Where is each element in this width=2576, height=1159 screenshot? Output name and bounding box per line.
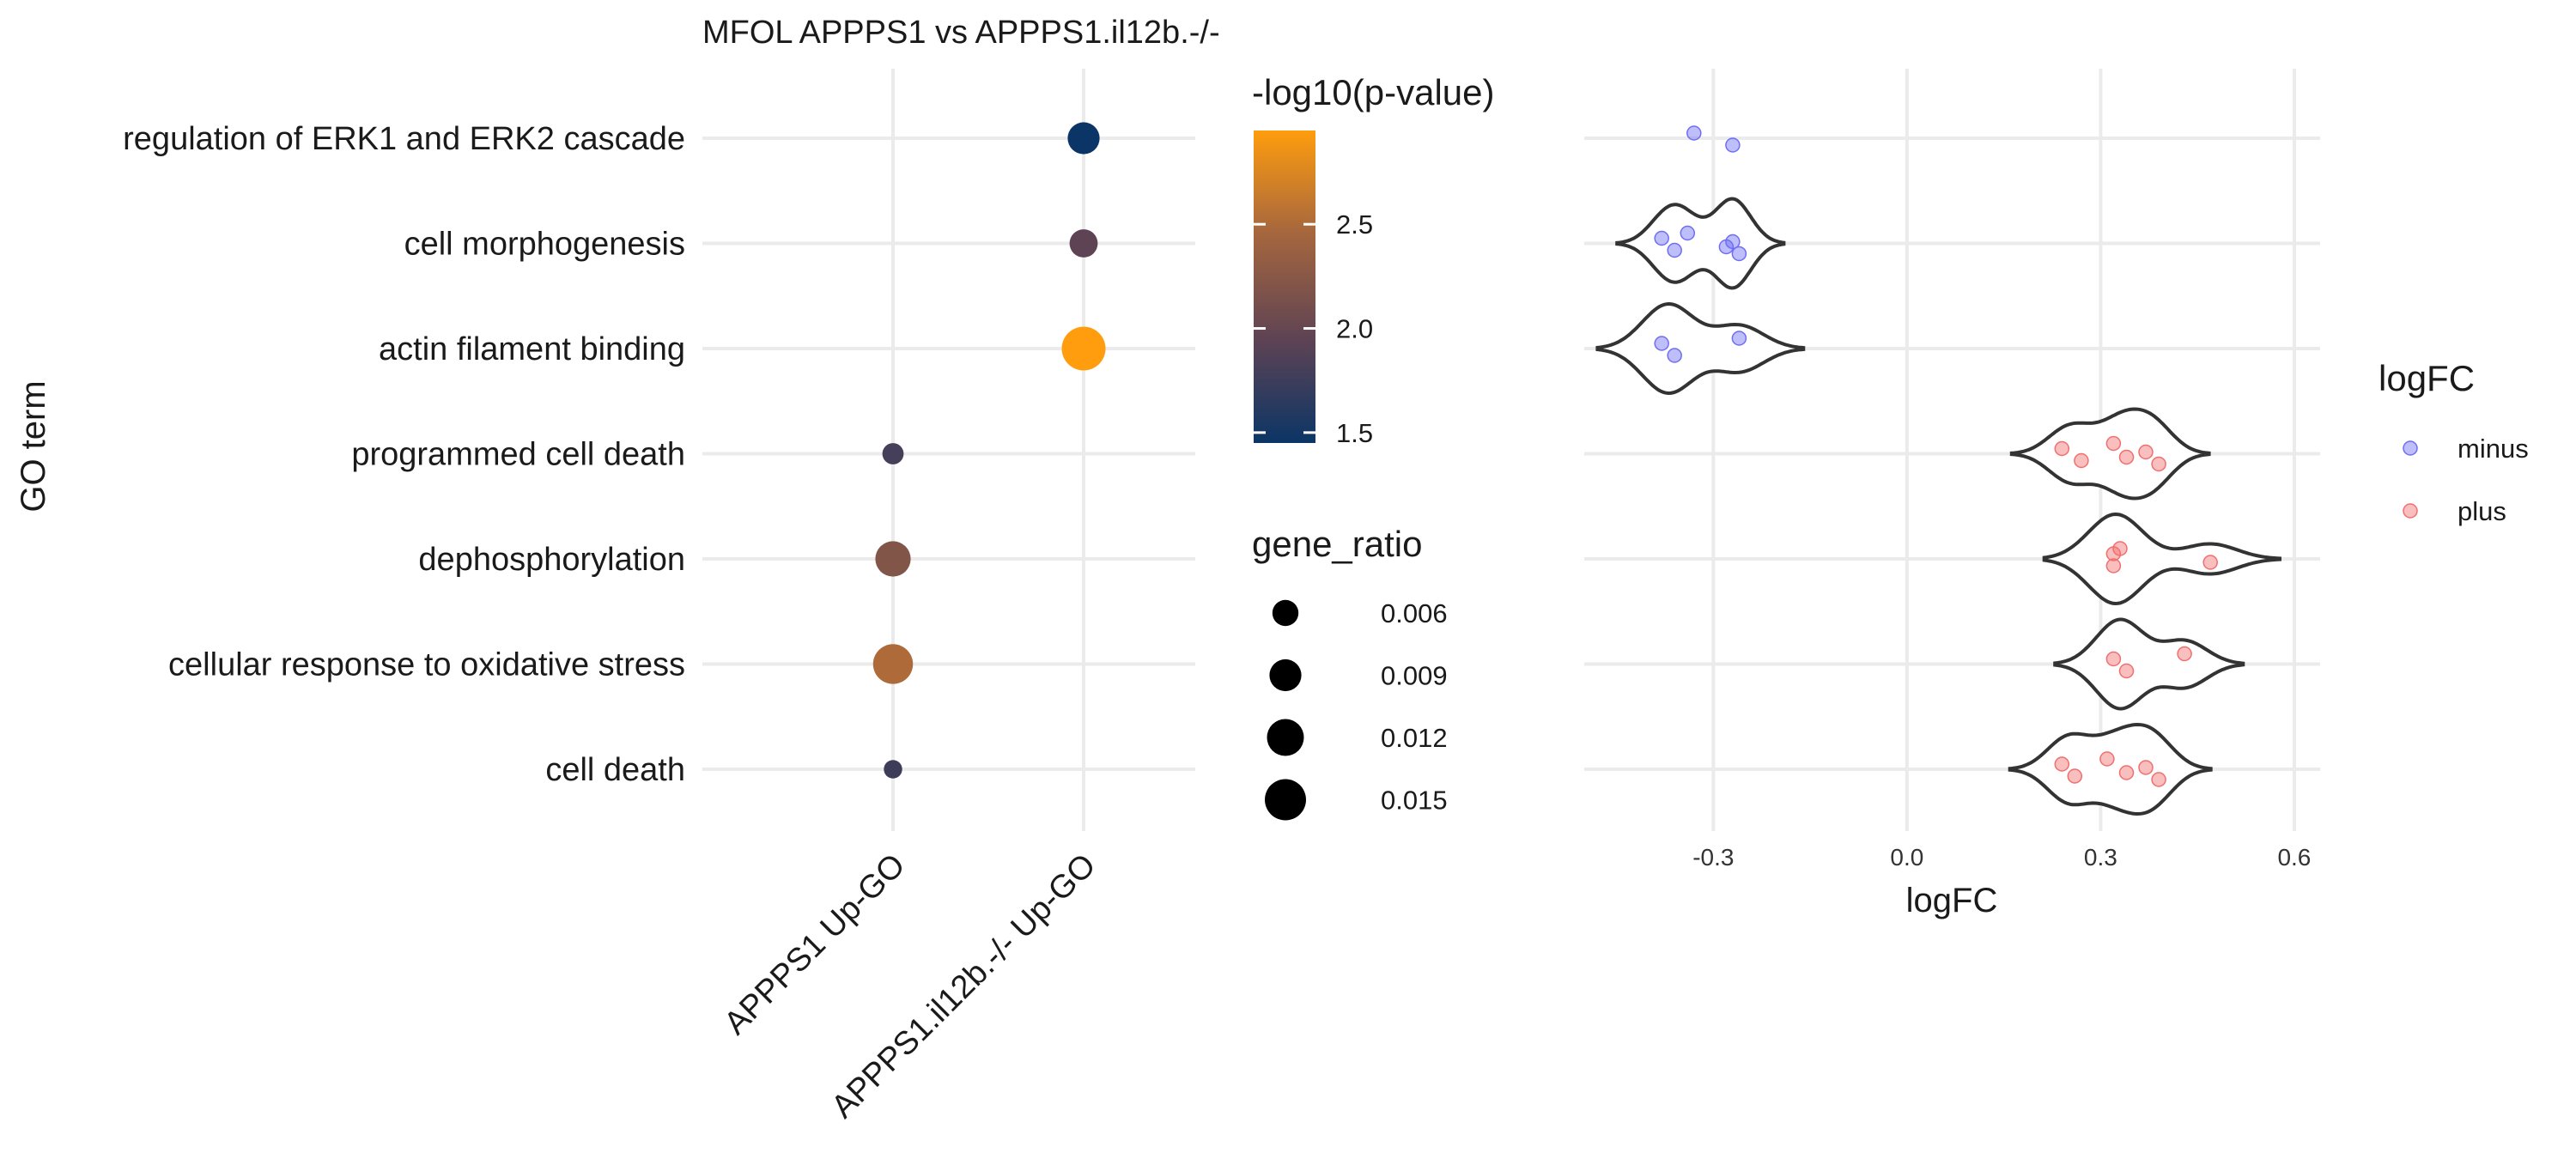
color-legend-label: 1.5	[1336, 418, 1373, 448]
jitter-point	[2105, 651, 2122, 667]
violin-shape	[1615, 197, 1786, 290]
jitter-point	[2138, 444, 2154, 460]
jitter-point	[1731, 331, 1747, 346]
dot-plot-panel: regulation of ERK1 and ERK2 cascade cell …	[123, 69, 1195, 1126]
size-legend-title: gene_ratio	[1252, 524, 1423, 564]
logfc-legend-key	[2403, 503, 2418, 519]
gene-ratio-size-legend: gene_ratio 0.006 0.009 0.012 0.015	[1252, 524, 1448, 821]
jitter-point	[2151, 772, 2166, 787]
y-tick-label: dephosphorylation	[418, 542, 685, 578]
y-tick-label: cell morphogenesis	[404, 227, 685, 263]
logfc-legend: logFC minus plus	[2379, 358, 2529, 526]
jitter-point	[2105, 435, 2122, 452]
jitter-point	[2105, 558, 2122, 573]
logfc-legend-title: logFC	[2379, 358, 2475, 398]
jitter-point	[2112, 541, 2128, 556]
logfc-legend-key	[2403, 440, 2418, 456]
jitter-point	[1725, 137, 1741, 153]
jitter-point	[1654, 230, 1669, 246]
size-legend-label: 0.015	[1381, 786, 1448, 816]
dot-point	[1067, 122, 1100, 155]
violin-plot-panel: -0.3 0.0 0.3 0.6	[1584, 69, 2320, 871]
jitter-point	[1667, 242, 1682, 258]
jitter-point	[2054, 756, 2070, 772]
x-tick-label: APPPS1 Up-GO	[718, 847, 913, 1042]
size-legend-label: 0.009	[1381, 661, 1448, 691]
size-legend-dot	[1265, 779, 1306, 821]
logfc-legend-label: plus	[2458, 496, 2506, 526]
jitter-point	[1731, 246, 1747, 262]
jitter-point	[1654, 336, 1669, 351]
y-tick-label: regulation of ERK1 and ERK2 cascade	[123, 121, 685, 157]
color-legend-label: 2.5	[1336, 209, 1373, 240]
x-tick-label-logfc: -0.3	[1692, 844, 1734, 871]
size-legend-dot	[1269, 658, 1302, 692]
jitter-point	[2099, 751, 2115, 767]
x-tick-label-logfc: 0.6	[2277, 844, 2311, 871]
jitter-point	[2202, 555, 2218, 570]
violin-shape	[2008, 722, 2213, 816]
y-axis-title: GO term	[15, 380, 52, 512]
dot-point	[1061, 326, 1106, 371]
color-legend-title: -log10(p-value)	[1252, 72, 1494, 112]
jitter-point	[2067, 768, 2083, 784]
jitter-point	[2118, 663, 2135, 679]
violin-shape	[2009, 407, 2211, 501]
y-tick-label: cellular response to oxidative stress	[168, 647, 685, 683]
color-bar	[1254, 130, 1315, 443]
jitter-point	[2138, 760, 2154, 775]
x-axis-title-logfc: logFC	[1906, 882, 1998, 919]
jitter-point	[2054, 440, 2070, 457]
jitter-point	[1680, 225, 1696, 241]
size-legend-label: 0.012	[1381, 723, 1448, 753]
violin-shape	[1595, 301, 1806, 396]
violin-shape	[2042, 512, 2281, 606]
size-legend-dot	[1272, 599, 1299, 627]
dot-point	[882, 443, 904, 464]
dot-point	[875, 541, 911, 577]
jitter-point	[2151, 456, 2166, 472]
dot-plot-title: MFOL APPPS1 vs APPPS1.il12b.-/-	[702, 15, 1220, 51]
jitter-point	[2074, 452, 2089, 469]
dot-point	[1069, 229, 1098, 258]
color-legend-label: 2.0	[1336, 314, 1373, 344]
size-legend-dot	[1267, 719, 1304, 756]
dot-point	[884, 760, 902, 779]
y-tick-label: actin filament binding	[379, 331, 685, 367]
jitter-point	[2118, 449, 2135, 465]
jitter-point	[1667, 348, 1682, 363]
y-tick-label: programmed cell death	[351, 437, 685, 473]
size-legend-label: 0.006	[1381, 598, 1448, 628]
x-tick-label-logfc: 0.3	[2084, 844, 2117, 871]
jitter-point	[1686, 125, 1702, 141]
y-tick-label: cell death	[545, 752, 685, 788]
logfc-legend-label: minus	[2458, 434, 2529, 464]
jitter-point	[1725, 234, 1741, 250]
dot-point	[872, 644, 914, 684]
jitter-point	[2118, 765, 2135, 780]
x-tick-label-logfc: 0.0	[1890, 844, 1923, 871]
jitter-point	[2177, 646, 2192, 662]
p-value-color-legend: -log10(p-value) 1.5 2.0 2.5	[1252, 72, 1494, 448]
violin-shape	[2053, 617, 2245, 711]
